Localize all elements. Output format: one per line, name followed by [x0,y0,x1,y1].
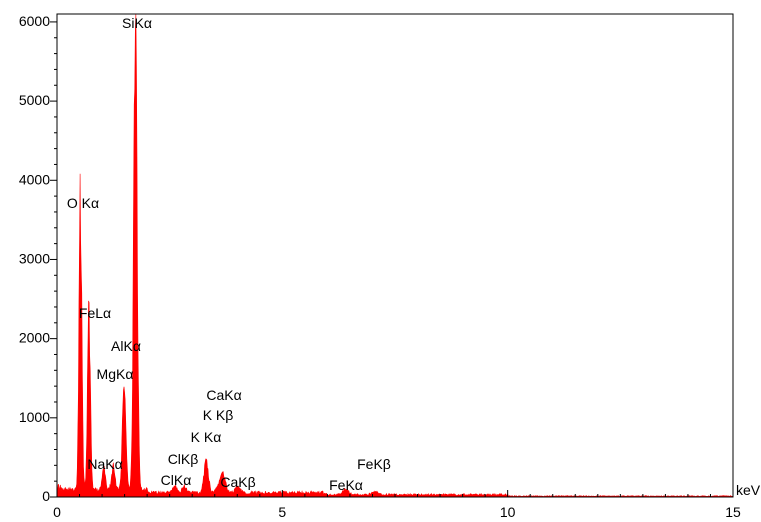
y-tick-label: 1000 [19,409,50,425]
peak-label: O Kα [67,195,99,211]
x-tick-label: 0 [53,504,61,517]
peak-label: CaKα [206,387,241,403]
peak-label: SiKα [122,15,152,31]
y-axis: 0 1000 2000 3000 4000 5000 6000 [19,13,57,504]
spectrum-series [56,13,734,498]
x-axis: keV 0 5 10 15 [53,482,761,520]
peak-labels: O Kα FeLα NaKα MgKα AlKα SiKα ClKα ClKβ K Kα K Kβ… [67,15,391,493]
peak-label: K Kα [191,429,222,445]
y-tick-label: 5000 [19,92,50,108]
peak-label: ClKα [161,472,192,488]
peak-label: FeLα [79,305,111,321]
peak-label: K Kβ [203,407,234,423]
y-tick-label: 6000 [19,13,50,29]
x-axis-unit-label: keV [736,482,761,498]
plot-frame [56,13,734,498]
peak-label: CaKβ [220,474,255,490]
peak-label: NaKα [87,456,122,472]
y-tick-label: 0 [42,488,50,504]
peak-label: MgKα [97,366,134,382]
x-tick-label: 10 [500,504,516,517]
axes-layer [56,13,734,498]
x-tick-label: 5 [278,504,286,517]
peak-label: FeKβ [357,456,391,472]
spectrum-fill-layer [56,13,734,498]
y-tick-label: 2000 [19,330,50,346]
peak-label: AlKα [111,338,141,354]
x-tick-label: 15 [725,504,741,517]
peak-label: ClKβ [168,451,199,467]
y-tick-label: 4000 [19,171,50,187]
y-tick-label: 3000 [19,250,50,266]
peak-label: FeKα [329,477,363,493]
